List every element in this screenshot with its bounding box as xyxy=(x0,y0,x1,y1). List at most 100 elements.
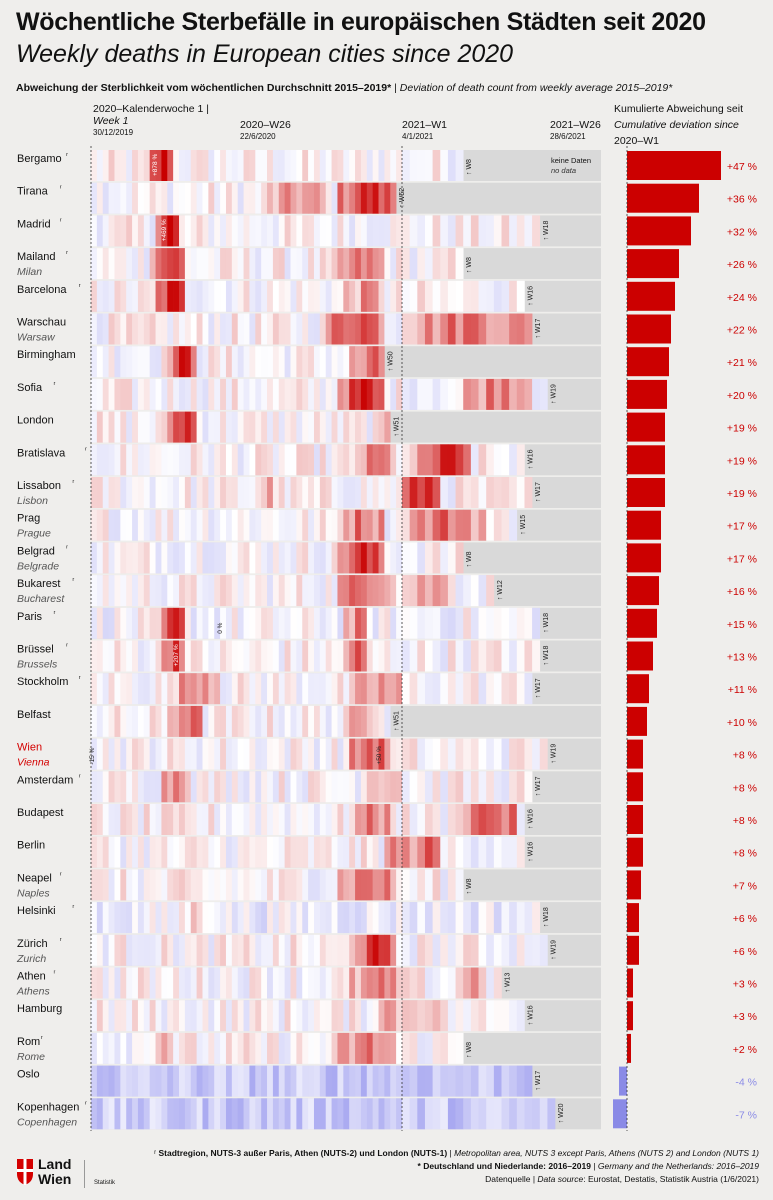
heatmap-cell xyxy=(126,182,133,214)
heatmap-cell xyxy=(337,411,344,443)
heatmap-cell xyxy=(220,477,227,508)
heatmap-cell xyxy=(202,705,209,737)
heatmap-cell xyxy=(424,673,433,705)
heatmap-cell xyxy=(272,869,280,901)
heatmap-row: ↑ W51 xyxy=(91,705,601,737)
footnote-star-en: Germany and the Netherlands: 2016–2019 xyxy=(597,1161,759,1171)
heatmap-cell xyxy=(470,902,479,934)
heatmap-cell xyxy=(137,804,145,835)
heatmap-cell xyxy=(302,346,309,378)
heatmap-cell xyxy=(184,182,192,214)
heatmap-cell xyxy=(225,771,233,803)
heatmap-cell xyxy=(184,313,192,345)
heatmap-cell xyxy=(231,248,238,280)
heatmap-cell xyxy=(108,836,115,868)
heatmap-cell xyxy=(190,215,197,247)
heatmap-cell xyxy=(255,444,262,476)
heatmap-cell xyxy=(396,902,403,934)
heatmap-cell xyxy=(167,607,174,639)
heatmap-cell xyxy=(447,313,456,345)
heatmap-cell xyxy=(296,705,303,737)
heatmap-cell xyxy=(384,542,391,574)
last-week-label: ↑ W17 xyxy=(535,482,542,502)
cumulative-bar xyxy=(627,281,675,311)
heatmap-cell xyxy=(249,640,256,672)
cumulative-bar xyxy=(627,249,679,279)
heatmap-cell xyxy=(173,509,180,541)
heatmap-cell xyxy=(378,1098,385,1130)
heatmap-cell xyxy=(302,477,309,508)
heatmap-cell xyxy=(349,934,356,966)
heatmap-cell xyxy=(409,771,418,803)
heatmap-cell xyxy=(331,1065,338,1097)
heatmap-cell xyxy=(214,640,221,672)
heatmap-cell xyxy=(509,673,518,705)
heatmap-cell xyxy=(402,150,410,181)
heatmap-cell xyxy=(349,215,356,247)
heatmap-row: ↑ W16 xyxy=(91,836,601,868)
heatmap-cell xyxy=(337,542,344,574)
heatmap-cell xyxy=(120,280,127,312)
heatmap-cell xyxy=(390,673,397,705)
heatmap-cell xyxy=(463,280,472,312)
heatmap-row: ↑ W16 xyxy=(91,804,601,835)
heatmap-cell xyxy=(255,1098,262,1130)
heatmap-cell xyxy=(290,902,297,934)
heatmap-cell xyxy=(284,1065,291,1097)
heatmap-cell xyxy=(378,967,385,999)
heatmap-cell xyxy=(349,705,356,737)
heatmap-cell xyxy=(319,1065,327,1097)
heatmap-cell xyxy=(173,836,180,868)
annotation-label: +469 % xyxy=(161,219,168,241)
heatmap-cell xyxy=(214,1000,221,1032)
heatmap-cell xyxy=(349,738,356,770)
heatmap-cell xyxy=(331,378,338,410)
heatmap-cell xyxy=(214,804,221,835)
heatmap-cell xyxy=(486,771,495,803)
heatmap-cell xyxy=(208,967,215,999)
heatmap-cell xyxy=(278,934,285,966)
heatmap-cell xyxy=(267,607,274,639)
heatmap-cell xyxy=(255,182,262,214)
heatmap-cell xyxy=(202,313,209,345)
heatmap-cell xyxy=(455,575,464,607)
cumulative-label: +8 % xyxy=(733,750,757,762)
heatmap-cell xyxy=(120,640,127,672)
heatmap-cell xyxy=(455,248,464,280)
cumulative-label: +11 % xyxy=(728,684,757,696)
heatmap-cell xyxy=(196,346,203,378)
last-week-label: ↑ W19 xyxy=(550,744,557,764)
cumulative-bar xyxy=(627,1033,631,1063)
heatmap-cell xyxy=(261,738,268,770)
heatmap-cell xyxy=(524,607,533,639)
heatmap-row: ↑ W18 xyxy=(91,215,601,247)
heatmap-cell xyxy=(440,902,449,934)
heatmap-cell xyxy=(190,738,197,770)
heatmap-cell xyxy=(249,313,256,345)
heatmap-cell xyxy=(179,313,186,345)
heatmap-cell xyxy=(302,705,309,737)
heatmap-cell xyxy=(167,444,174,476)
heatmap-cell xyxy=(463,1098,472,1130)
heatmap-cell xyxy=(196,215,203,247)
heatmap-cell xyxy=(378,150,385,181)
heatmap-cell xyxy=(261,836,268,868)
heatmap-cell xyxy=(455,673,464,705)
last-week-label: ↑ W8 xyxy=(466,551,473,567)
heatmap-cell xyxy=(424,378,433,410)
heatmap-cell xyxy=(360,378,368,410)
heatmap-cell xyxy=(272,575,280,607)
heatmap-cell xyxy=(267,738,274,770)
heatmap-cell xyxy=(196,869,203,901)
heatmap-cell xyxy=(167,411,174,443)
heatmap-cell xyxy=(173,150,180,181)
heatmap-cell xyxy=(337,444,344,476)
heatmap-cell xyxy=(337,1032,344,1064)
heatmap-cell xyxy=(132,182,139,214)
heatmap-cell xyxy=(417,771,426,803)
heatmap-cell xyxy=(372,477,379,508)
heatmap-cell xyxy=(237,575,244,607)
heatmap-cell xyxy=(296,673,303,705)
heatmap-cell xyxy=(409,280,418,312)
heatmap-cell xyxy=(231,509,238,541)
